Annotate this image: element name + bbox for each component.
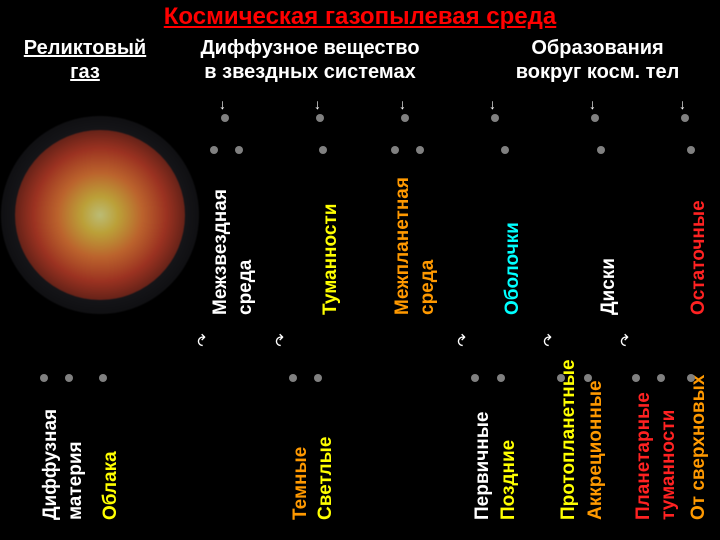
dot-7 bbox=[314, 374, 322, 382]
dot-6 bbox=[289, 374, 297, 382]
vlabel-akkrec: Аккреционные bbox=[585, 380, 607, 520]
dot-19 bbox=[687, 374, 695, 382]
vlabel-otsverh: От сверхновых bbox=[688, 375, 710, 520]
vlabel-temnye: Темные bbox=[290, 447, 312, 520]
dot-17 bbox=[632, 374, 640, 382]
header-dot-obolochki bbox=[491, 114, 499, 122]
section-relikt-l1: Реликтовый bbox=[24, 37, 146, 59]
header-dot-diski bbox=[591, 114, 599, 122]
section-diffuse-l2: в звездных системах bbox=[204, 61, 415, 83]
vlabel-diffmat2: материя bbox=[65, 441, 87, 520]
vlabel-tuman: Туманности bbox=[320, 204, 342, 315]
vlabel-mezhpl1: Межпланетная bbox=[392, 177, 414, 315]
vlabel-protopl: Протопланетные bbox=[558, 359, 580, 520]
dot-18 bbox=[657, 374, 665, 382]
dot-2 bbox=[99, 374, 107, 382]
section-formations: Образования вокруг косм. тел bbox=[475, 36, 720, 84]
curve-1: ↷ bbox=[272, 333, 292, 346]
vlabel-ostatoch: Остаточные bbox=[688, 200, 710, 315]
arrow-ostatoch: ↓ bbox=[679, 96, 686, 112]
arrow-diski: ↓ bbox=[589, 96, 596, 112]
dot-14 bbox=[557, 374, 565, 382]
header-dot-tuman bbox=[316, 114, 324, 122]
dot-13 bbox=[597, 146, 605, 154]
dot-5 bbox=[319, 146, 327, 154]
dot-4 bbox=[235, 146, 243, 154]
vlabel-mezhpl2: среда bbox=[417, 260, 439, 315]
dot-1 bbox=[65, 374, 73, 382]
dot-8 bbox=[391, 146, 399, 154]
curve-2: ↷ bbox=[454, 333, 474, 346]
vlabel-mezhzv2: среда bbox=[235, 260, 257, 315]
dot-9 bbox=[416, 146, 424, 154]
arrow-tuman: ↓ bbox=[314, 96, 321, 112]
header-dot-ostatoch bbox=[681, 114, 689, 122]
arrow-obolochki: ↓ bbox=[489, 96, 496, 112]
vlabel-pervich: Первичные bbox=[472, 412, 494, 521]
dot-15 bbox=[584, 374, 592, 382]
section-diffuse-l1: Диффузное вещество bbox=[200, 37, 419, 59]
vlabel-plantum2: туманности bbox=[658, 410, 680, 520]
header-dot-mezhzvezd bbox=[221, 114, 229, 122]
main-title: Космическая газопылевая среда bbox=[0, 3, 720, 31]
section-relikt-l2: газ bbox=[70, 61, 100, 83]
vlabel-svetlye: Светлые bbox=[315, 437, 337, 520]
section-relikt: Реликтовый газ bbox=[0, 36, 170, 84]
dot-16 bbox=[687, 146, 695, 154]
header-dot-mezhplan bbox=[401, 114, 409, 122]
curve-4: ↷ bbox=[617, 333, 637, 346]
nebula-illustration bbox=[15, 130, 185, 300]
section-diffuse: Диффузное вещество в звездных системах bbox=[170, 36, 450, 84]
arrow-mezhzvezd: ↓ bbox=[219, 96, 226, 112]
section-formations-l1: Образования bbox=[531, 37, 663, 59]
section-formations-l2: вокруг косм. тел bbox=[516, 61, 680, 83]
dot-3 bbox=[210, 146, 218, 154]
vlabel-plantum1: Планетарные bbox=[633, 392, 655, 520]
dot-10 bbox=[501, 146, 509, 154]
dot-0 bbox=[40, 374, 48, 382]
dot-11 bbox=[471, 374, 479, 382]
curve-0: ↷ bbox=[194, 333, 214, 346]
vlabel-oblaka: Облака bbox=[100, 451, 122, 520]
vlabel-pozdnie: Поздние bbox=[498, 440, 520, 520]
vlabel-mezhzv1: Межзвездная bbox=[210, 189, 232, 315]
vlabel-diffmat1: Диффузная bbox=[40, 409, 62, 520]
arrow-mezhplan: ↓ bbox=[399, 96, 406, 112]
dot-12 bbox=[497, 374, 505, 382]
curve-3: ↷ bbox=[540, 333, 560, 346]
vlabel-obolochki: Оболочки bbox=[502, 222, 524, 315]
vlabel-diski: Диски bbox=[598, 258, 620, 315]
